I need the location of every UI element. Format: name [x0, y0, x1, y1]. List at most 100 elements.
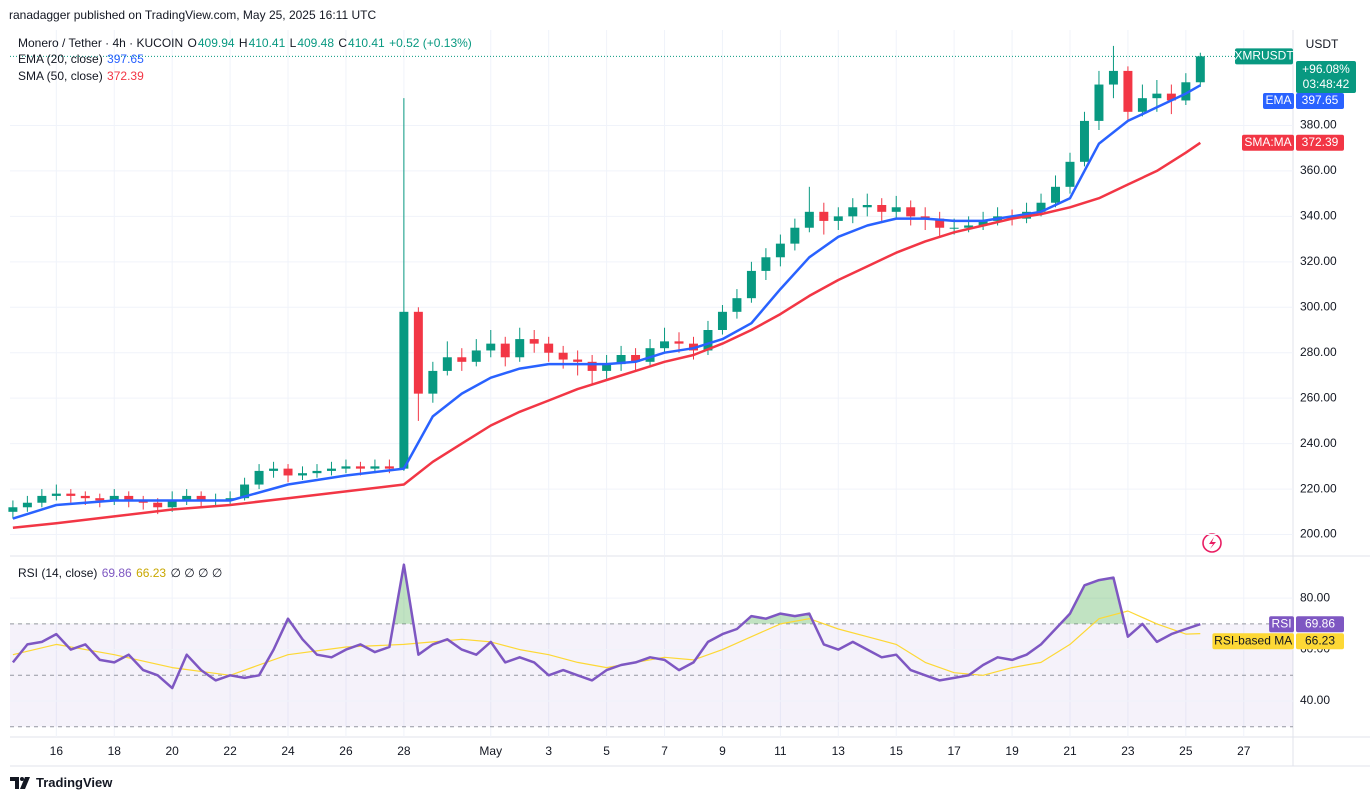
series-tag: SMA:MA: [1244, 135, 1291, 149]
x-tick-label: 28: [397, 744, 411, 758]
candle-body: [341, 466, 351, 469]
candle-body: [1137, 98, 1147, 112]
candle-body: [573, 359, 583, 362]
candle-body: [167, 500, 177, 508]
series-tag: EMA: [1265, 93, 1291, 107]
legend-na: ∅ ∅ ∅ ∅: [170, 566, 223, 580]
candle-body: [631, 355, 641, 362]
candle-body: [298, 473, 308, 476]
ma-line: [12, 141, 1202, 529]
candle-body: [153, 502, 163, 508]
candle-body: [1094, 84, 1104, 121]
candle-body: [384, 466, 394, 469]
x-tick-label: 22: [223, 744, 237, 758]
candle-body: [848, 207, 858, 217]
candle-body: [1152, 93, 1162, 99]
y-tick-label: 220.00: [1300, 481, 1337, 495]
ma-line: [12, 84, 1201, 520]
series-value-tag: 397.65: [1302, 93, 1339, 107]
candle-body: [1036, 202, 1046, 212]
candle-body: [515, 339, 525, 358]
candle-body: [761, 257, 771, 271]
candle-body: [109, 495, 119, 501]
series-tag: RSI-based MA: [1214, 633, 1292, 647]
candle-body: [660, 341, 670, 349]
x-tick-label: 3: [545, 744, 552, 758]
x-tick-label: 13: [832, 744, 846, 758]
candle-body: [529, 339, 539, 344]
candle-body: [442, 357, 452, 371]
ohlc-label: O: [187, 36, 197, 50]
symbol-tag: XMRUSDT: [1234, 49, 1294, 63]
y-tick-label: 320.00: [1300, 254, 1337, 268]
x-tick-label: 11: [774, 744, 787, 758]
symbol-tag-box: [1235, 48, 1293, 65]
y-tick-label: 40.00: [1300, 693, 1330, 707]
candle-body: [326, 468, 336, 471]
series-tag: RSI: [1272, 616, 1292, 630]
y-tick-label: 240.00: [1300, 436, 1337, 450]
series-value-tag-box: [1296, 134, 1344, 151]
y-tick-label: 300.00: [1300, 299, 1337, 313]
ohlc-label: H: [238, 36, 248, 50]
publisher: ranadagger published on TradingView.com,…: [9, 8, 377, 22]
candle-body: [8, 507, 18, 512]
candle-body: [428, 370, 438, 394]
overbought-fill: [12, 564, 1201, 624]
candle-body: [486, 343, 496, 351]
series-value-tag: 66.23: [1305, 633, 1335, 647]
replay-icon[interactable]: [1202, 533, 1222, 553]
x-tick-label: 15: [890, 744, 904, 758]
currency: USDT: [1306, 37, 1339, 51]
candle-body: [22, 502, 32, 508]
candle-body: [819, 211, 829, 221]
x-tick-label: 16: [50, 744, 64, 758]
candle-body: [790, 227, 800, 244]
candle-body: [978, 220, 988, 226]
candle-body: [877, 205, 887, 212]
candle-body: [862, 205, 872, 208]
series-value-tag-box: [1296, 633, 1344, 650]
candle-body: [906, 207, 916, 217]
series-tag-box: [1263, 93, 1294, 109]
rsi-line: [11, 563, 1201, 690]
price-tag-box: [1296, 61, 1356, 93]
legend-value: 69.86: [101, 566, 132, 580]
candle-body: [674, 341, 684, 344]
y-tick-label: 360.00: [1300, 163, 1337, 177]
ohlc-label: C: [338, 36, 348, 50]
x-tick-label: 19: [1005, 744, 1019, 758]
candle-body: [587, 361, 597, 371]
series-value-tag-box: [1296, 616, 1344, 633]
legend-value: 66.23: [136, 566, 167, 580]
candle-body: [949, 227, 959, 229]
candle-body: [37, 495, 47, 503]
y-tick-label: 260.00: [1300, 390, 1337, 404]
symbol-title: Monero / Tether · 4h · KUCOIN: [18, 36, 184, 50]
countdown: 03:48:42: [1303, 77, 1350, 91]
candle-body: [775, 243, 785, 258]
series-tag-box: [1212, 633, 1294, 650]
candle-body: [717, 311, 727, 330]
y-tick-label: 280.00: [1300, 345, 1337, 359]
ohlc-value: 410.41: [348, 36, 385, 50]
x-tick-label: 24: [281, 744, 295, 758]
candle-body: [1051, 186, 1061, 203]
candle-body: [1079, 120, 1089, 162]
candle-body: [1195, 56, 1205, 83]
x-tick-label: 9: [719, 744, 726, 758]
candle-body: [370, 466, 380, 469]
candle-body: [602, 364, 612, 371]
footer: TradingView: [10, 775, 112, 790]
logo: [10, 776, 30, 789]
candle-body: [732, 298, 742, 312]
candle-body: [746, 270, 756, 299]
rsi-legend: RSI (14, close) 69.86 66.23 ∅ ∅ ∅ ∅: [18, 566, 223, 580]
x-tick-label: 5: [603, 744, 610, 758]
candle-body: [283, 468, 293, 476]
candle-body: [964, 225, 974, 228]
legend-name: SMA (50, close): [18, 69, 103, 83]
candle-body: [240, 484, 250, 499]
candle-body: [891, 207, 901, 212]
